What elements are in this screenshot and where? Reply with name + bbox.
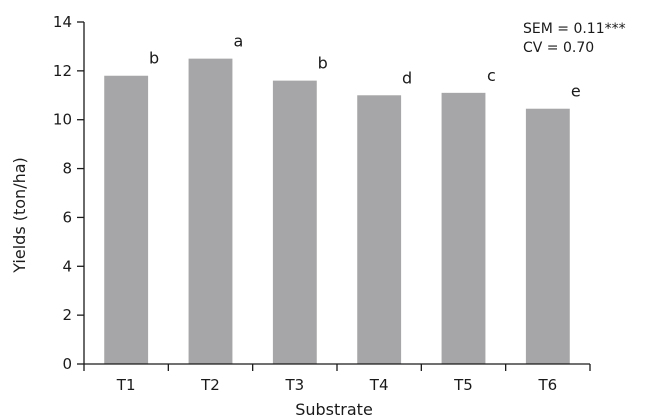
y-tick-label: 14 — [53, 13, 72, 31]
significance-letter: a — [234, 32, 244, 51]
bar-t1 — [104, 75, 149, 364]
x-tick-label: T2 — [200, 376, 220, 394]
x-tick-label: T6 — [537, 376, 557, 394]
x-tick-label: T4 — [369, 376, 389, 394]
y-tick-label: 2 — [62, 306, 72, 324]
y-tick-label: 6 — [62, 208, 72, 226]
significance-letter: b — [149, 49, 159, 68]
bar-t2 — [188, 58, 233, 365]
y-ticks: 0 2 4 6 8 10 12 14 — [53, 13, 84, 373]
bar-t5 — [441, 92, 486, 364]
sem-annotation: SEM = 0.11*** — [523, 21, 626, 37]
x-tick-label: T5 — [453, 376, 473, 394]
bar-t6 — [525, 108, 570, 364]
x-tick-label: T3 — [284, 376, 304, 394]
significance-letter: c — [487, 66, 496, 85]
x-ticks: T1 T2 T3 T4 T5 T6 — [83, 364, 591, 394]
significance-letter: e — [571, 82, 581, 101]
cv-annotation: CV = 0.70 — [523, 40, 594, 56]
y-tick-label: 10 — [53, 111, 72, 129]
y-tick-label: 12 — [53, 62, 72, 80]
x-tick-label: T1 — [116, 376, 136, 394]
y-axis-title: Yields (ton/ha) — [10, 157, 29, 274]
bar-t3 — [272, 80, 317, 364]
y-tick-label: 8 — [62, 160, 72, 178]
significance-labels: b a b d c e — [149, 32, 581, 101]
y-tick-label: 4 — [62, 257, 72, 275]
x-axis-title: Substrate — [295, 400, 373, 419]
significance-letter: b — [318, 54, 328, 73]
bars-group — [104, 58, 570, 365]
bar-t4 — [357, 95, 402, 365]
significance-letter: d — [402, 68, 412, 87]
y-tick-label: 0 — [62, 355, 72, 373]
